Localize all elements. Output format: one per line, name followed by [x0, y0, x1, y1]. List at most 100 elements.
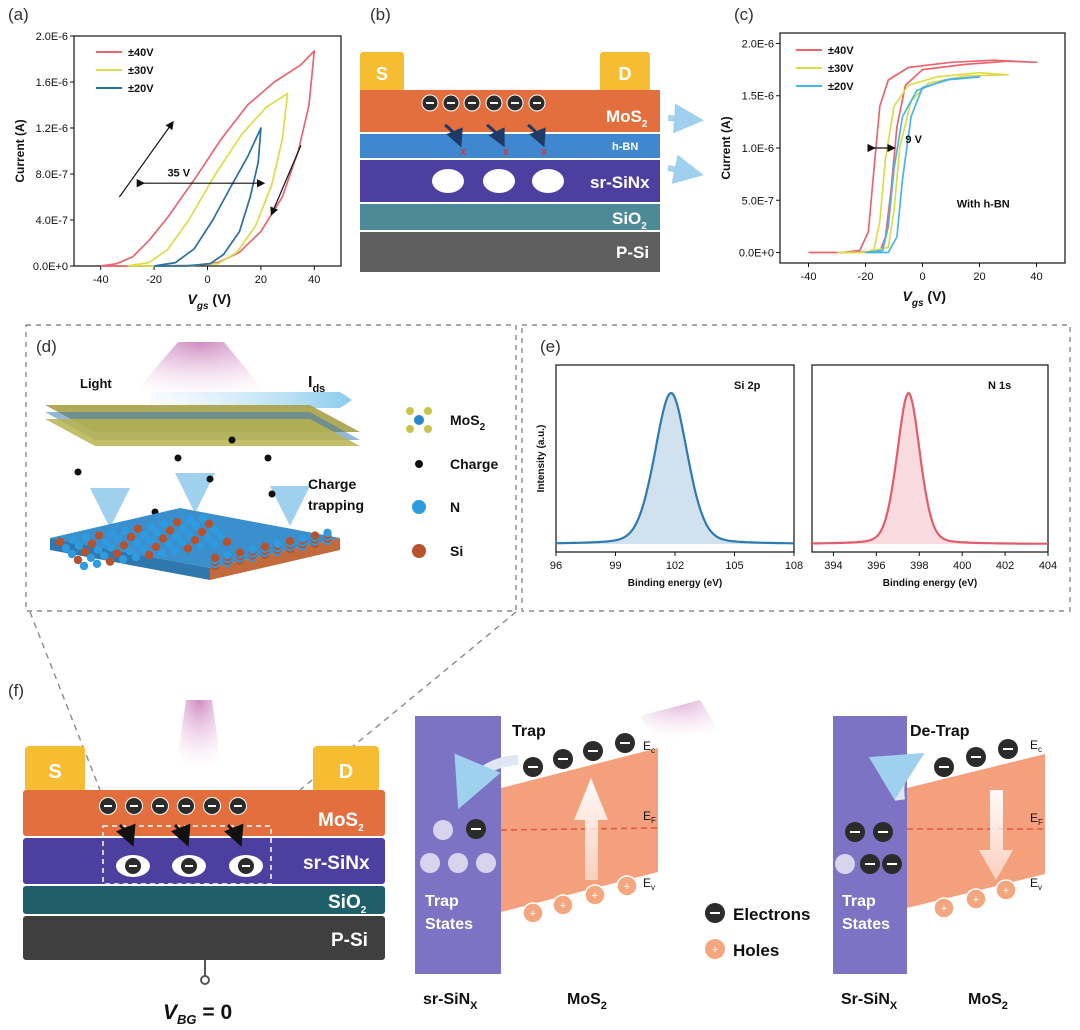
lattice-atom: [198, 513, 208, 522]
excitation-arrow-trap: [574, 778, 608, 880]
electron-row-f: [99, 797, 247, 815]
lattice-atom: [146, 522, 156, 531]
x-tick-label: -40: [801, 271, 817, 283]
holes-trap: + + + +: [522, 875, 638, 924]
x-tick-label: 105: [725, 560, 743, 572]
x-tick-label: 40: [1030, 271, 1042, 283]
lattice-atom: [235, 548, 245, 557]
y-axis-label: Intensity (a.u.): [536, 425, 547, 493]
x-tick-label: 396: [867, 560, 885, 572]
x-tick-label: 99: [609, 560, 621, 572]
x-tick-label: 0: [204, 274, 210, 286]
lattice-atom: [323, 528, 332, 537]
x-tick-label: 404: [1039, 560, 1057, 572]
lattice-atom: [190, 536, 200, 545]
mos2-bottom-label-detrap: MoS2: [968, 991, 1008, 1012]
trap-curve-arrow: [454, 753, 519, 810]
hole-icon: [705, 939, 725, 959]
trap-site-b-1: [432, 169, 464, 193]
sio2-label-b: SiO2: [612, 209, 647, 232]
lattice-atom: [120, 526, 130, 536]
legend-label: ±20V: [828, 81, 854, 93]
svg-text:x: x: [503, 146, 510, 158]
lattice-atom: [131, 553, 141, 562]
lattice-atom: [158, 534, 168, 543]
lattice-atom: [170, 546, 180, 555]
trapped-electrons-f: [116, 855, 263, 877]
source-label-f: S: [48, 761, 61, 783]
x-tick-label: 398: [910, 560, 928, 572]
lattice-atom: [151, 542, 161, 551]
lattice-atom: [118, 555, 128, 564]
svg-text:+: +: [592, 890, 598, 902]
series-30VV-line: [837, 71, 1009, 254]
trap-states-detrap: [835, 822, 902, 874]
ec-label-detrap: Ec: [1030, 738, 1042, 754]
lattice-atom: [94, 531, 104, 540]
lattice-atom: [203, 533, 213, 543]
lattice-atom: [80, 547, 90, 556]
hbn-layer-b: [360, 134, 660, 158]
conduction-electrons-trap: [523, 733, 635, 777]
ids-label-d: Ids: [308, 374, 325, 395]
lattice-atom: [298, 534, 307, 543]
sweep-down-arrow: [270, 145, 302, 216]
x-tick-label: 102: [666, 560, 684, 572]
silicon-atom-icon: [412, 544, 426, 558]
detrap-curve-arrow: [868, 752, 925, 801]
lattice-atom: [191, 521, 201, 531]
lattice-atom: [145, 536, 155, 545]
drain-label-b: D: [619, 64, 632, 84]
lattice-atom: [100, 537, 110, 546]
panel-label-a: (a): [8, 5, 29, 24]
peak-label: Si 2p: [734, 380, 761, 392]
sinx-label-f: sr-SiNx: [303, 853, 370, 874]
peak-fill: [556, 393, 794, 544]
lattice-atom: [113, 535, 123, 544]
lattice-atom: [171, 532, 181, 541]
ev-label-detrap: Ev: [1030, 876, 1042, 892]
y-tick-label: 1.5E-6: [742, 91, 774, 103]
x-axis-label: Vgs (V): [903, 288, 947, 309]
legend-n-label: N: [450, 499, 460, 515]
arrow-b-to-c-1: [667, 103, 704, 134]
svg-text:+: +: [624, 881, 630, 893]
panel-d-frame: [25, 324, 517, 612]
lattice-atom: [55, 537, 65, 547]
svg-text:+: +: [973, 894, 979, 906]
legend-label: ±30V: [828, 63, 854, 75]
ev-label-trap: Ev: [643, 876, 655, 892]
trap-states-label-trap-2: States: [425, 916, 473, 933]
sio2-label-f: SiO2: [328, 892, 367, 916]
svg-text:x: x: [460, 146, 467, 158]
x-tick-label: 96: [550, 560, 562, 572]
lattice-atom: [119, 541, 129, 550]
legend-d: MoS2 Charge N Si: [406, 407, 498, 559]
lattice-atom: [138, 544, 148, 554]
lattice-atom: [86, 553, 96, 562]
lattice-atom: [79, 561, 89, 571]
sio2-layer-b: [360, 204, 660, 230]
psi-layer-b: [360, 232, 660, 272]
drain-contact-f: [313, 746, 379, 792]
lattice-atom: [133, 524, 143, 533]
svg-text:+: +: [941, 903, 947, 915]
lattice-atom: [73, 555, 83, 565]
lattice-atom: [105, 557, 115, 566]
sinx-band-detrap: [833, 716, 907, 974]
device-stack-b: S D MoS2 h-BN sr-SiNx SiO2 P-Si x x: [360, 52, 704, 272]
y-tick-label: 1.6E-6: [36, 77, 68, 89]
lattice-atom: [164, 540, 174, 549]
trap-site-b-3: [532, 169, 564, 193]
panel-label-e: (e): [540, 337, 561, 356]
ids-arrow-d: [150, 392, 352, 408]
sio2-layer-f: [23, 886, 385, 914]
y-axis-label: Current (A): [13, 119, 27, 182]
lattice-atom: [310, 531, 320, 540]
lattice-atom: [81, 533, 91, 542]
ec-label-trap: Ec: [643, 739, 655, 755]
series-30VV-line: [127, 92, 289, 267]
lattice-atom: [106, 543, 116, 552]
psi-layer-f: [23, 916, 385, 960]
legend-label: ±40V: [828, 45, 854, 57]
